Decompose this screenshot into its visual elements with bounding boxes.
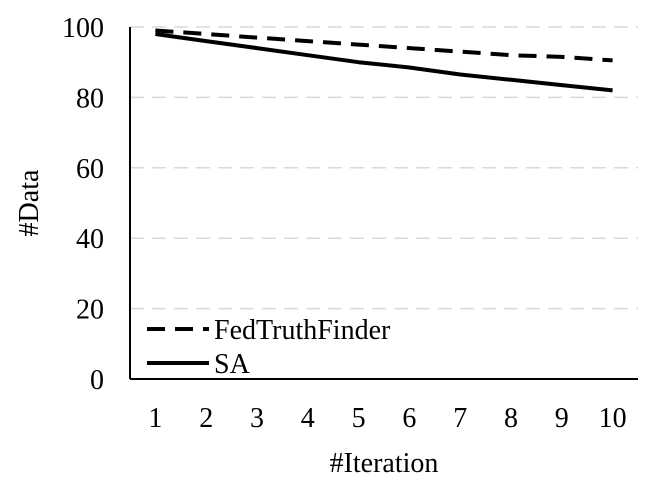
y-tick-label: 60 [76, 154, 104, 185]
x-tick-label: 8 [504, 403, 518, 434]
axes [129, 27, 638, 380]
x-tick-label: 5 [352, 403, 366, 434]
y-tick-label: 0 [90, 365, 104, 396]
series-line-sa [155, 32, 613, 93]
y-tick-label: 100 [62, 13, 104, 44]
y-tick-label: 80 [76, 83, 104, 114]
y-tick-labels: 0 20 40 60 80 100 [62, 13, 104, 396]
x-tick-label: 4 [301, 403, 315, 434]
y-tick-label: 40 [76, 224, 104, 255]
x-axis-title: #Iteration [330, 448, 439, 479]
legend-label: FedTruthFinder [214, 315, 391, 346]
legend-label: SA [214, 349, 251, 380]
y-axis-title: #Data [14, 169, 45, 236]
series-line-fedtruthfinder [155, 28, 613, 63]
x-tick-label: 10 [599, 403, 627, 434]
x-tick-label: 9 [555, 403, 569, 434]
x-tick-label: 6 [402, 403, 416, 434]
gridlines [130, 26, 638, 310]
x-tick-labels: 1 2 3 4 5 6 7 8 9 10 [148, 403, 626, 434]
x-tick-label: 2 [199, 403, 213, 434]
series-lines [155, 28, 613, 93]
x-tick-label: 1 [148, 403, 162, 434]
x-tick-label: 7 [453, 403, 467, 434]
x-tick-label: 3 [250, 403, 264, 434]
y-tick-label: 20 [76, 295, 104, 326]
